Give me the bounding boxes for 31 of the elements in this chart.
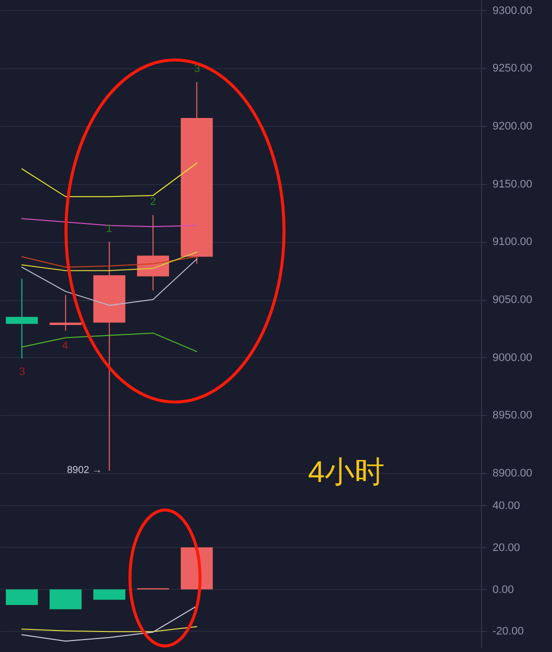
- y-tick-label: 9150.00: [492, 178, 532, 190]
- line-series: [21, 606, 198, 642]
- bar: [50, 589, 82, 610]
- y-tick-label: 20.00: [492, 542, 520, 554]
- bar: [6, 589, 38, 606]
- y-tick-label: 9300.00: [492, 4, 532, 17]
- y-tick-label: 8950.00: [492, 410, 532, 422]
- y-tick-label: 0.00: [492, 584, 514, 596]
- annotation: 8902 →: [66, 465, 102, 476]
- y-tick-label: 9250.00: [492, 62, 532, 75]
- y-tick-label: 8900.00: [492, 468, 532, 480]
- y-tick-label: -20.00: [492, 626, 524, 638]
- annotation: 2: [150, 196, 156, 208]
- line-series: [21, 252, 198, 272]
- line-series: [21, 256, 198, 268]
- line-series: [21, 162, 198, 198]
- annotation: 4: [62, 340, 68, 352]
- y-tick-label: 9200.00: [492, 120, 532, 133]
- y-tick-label: 9050.00: [492, 294, 532, 306]
- line-series: [21, 258, 198, 306]
- annotation: 3: [18, 366, 26, 378]
- bar: [180, 547, 213, 590]
- y-tick-label: 9000.00: [492, 352, 532, 364]
- annotation: 4小时: [308, 456, 385, 489]
- line-series: [21, 332, 198, 352]
- candlestick: [6, 278, 38, 360]
- y-tick-label: 40.00: [492, 500, 520, 512]
- candlestick: [50, 294, 82, 332]
- y-tick-label: 9100.00: [492, 236, 532, 248]
- bar: [93, 589, 126, 600]
- annotation: 1: [106, 223, 112, 235]
